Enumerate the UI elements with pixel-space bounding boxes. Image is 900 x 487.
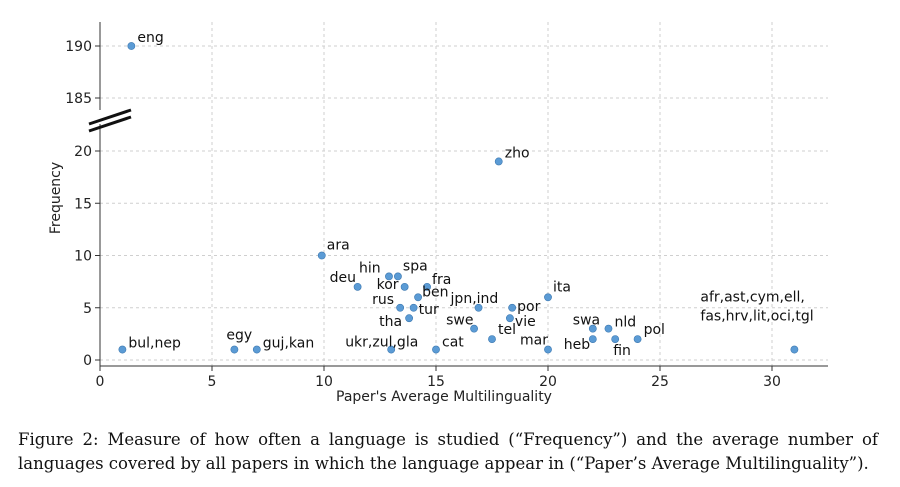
data-point: [353, 282, 362, 291]
y-tick-label: 190: [65, 39, 92, 55]
grid: [99, 22, 828, 366]
point-label: spa: [403, 258, 428, 274]
data-point: [127, 42, 136, 50]
data-point: [396, 303, 405, 312]
data-points: [118, 42, 799, 354]
point-label: pol: [644, 322, 665, 338]
point-label: ben: [422, 284, 448, 300]
point-label: swa: [573, 313, 600, 329]
data-point: [385, 272, 393, 281]
point-label: egy: [226, 328, 252, 344]
axes: [86, 22, 828, 367]
point-label: deu: [330, 270, 356, 286]
y-tick-label: 15: [74, 196, 92, 212]
data-point: [317, 251, 326, 260]
point-label: por: [517, 299, 540, 315]
data-point: [633, 335, 642, 343]
x-tick-label: 10: [315, 374, 333, 390]
data-point: [508, 303, 517, 312]
point-label: bul,nep: [128, 336, 181, 352]
data-point: [604, 324, 613, 333]
point-label: heb: [564, 337, 590, 353]
x-tick-label: 25: [651, 374, 669, 390]
point-label: kor: [377, 277, 399, 293]
axis-break-mark: [88, 115, 132, 133]
data-point: [252, 345, 261, 354]
y-tick-label: 10: [74, 249, 92, 265]
data-point: [470, 324, 478, 333]
point-label: eng: [137, 30, 163, 46]
ticks: 0 5 10 15 20 25 30 0 5 10 15 20 185 190: [65, 39, 781, 390]
data-point: [387, 345, 396, 354]
point-label: fra: [432, 272, 451, 288]
axis-break-mark: [88, 108, 132, 126]
point-label: afr,ast,cym,ell, fas,hrv,lit,oci,tgl: [700, 290, 813, 325]
data-point: [588, 324, 597, 333]
x-tick-label: 5: [208, 374, 217, 390]
data-point: [488, 335, 496, 343]
point-label: hin: [359, 260, 381, 276]
point-label: ukr,zul,gla: [345, 335, 418, 351]
y-axis-label: Frequency: [48, 162, 64, 234]
data-point: [118, 345, 127, 354]
data-point: [394, 272, 402, 281]
data-point: [432, 345, 440, 354]
x-tick-label: 15: [427, 374, 445, 390]
point-label: tha: [379, 314, 402, 330]
point-label: swe: [446, 313, 473, 329]
point-label: ita: [553, 279, 571, 295]
data-point: [474, 303, 483, 312]
data-point: [544, 345, 552, 354]
x-tick-label: 30: [763, 374, 781, 390]
data-point: [230, 345, 239, 354]
point-label: guj,kan: [263, 336, 314, 352]
point-label: fin: [613, 343, 631, 359]
point-label: mar: [520, 333, 548, 349]
data-point: [405, 314, 414, 323]
x-axis-label: Paper's Average Multilinguality: [336, 389, 552, 405]
y-tick-label: 20: [74, 144, 92, 160]
data-point: [494, 157, 503, 166]
data-point: [544, 293, 552, 302]
data-point: [414, 293, 422, 302]
x-tick-label: 0: [96, 374, 105, 390]
point-label: tur: [419, 302, 439, 318]
point-label: nld: [614, 315, 636, 331]
point-label: vie: [515, 314, 536, 330]
data-point: [400, 282, 409, 291]
x-tick-label: 20: [539, 374, 557, 390]
data-point: [611, 335, 620, 343]
point-label: zho: [505, 145, 530, 161]
point-label: jpn,ind: [450, 291, 499, 307]
data-point: [409, 303, 418, 312]
y-tick-label: 0: [83, 353, 92, 369]
data-point: [506, 314, 514, 323]
y-tick-label: 185: [65, 91, 92, 107]
figure-caption: Figure 2: Measure of how often a languag…: [18, 430, 878, 473]
data-point: [423, 282, 431, 291]
data-point: [588, 335, 597, 343]
y-tick-label: 5: [83, 301, 92, 317]
point-label: ara: [327, 238, 350, 254]
point-label: cat: [442, 335, 464, 351]
point-label: rus: [372, 292, 394, 308]
point-label: tel: [498, 322, 516, 338]
data-point: [790, 345, 799, 354]
